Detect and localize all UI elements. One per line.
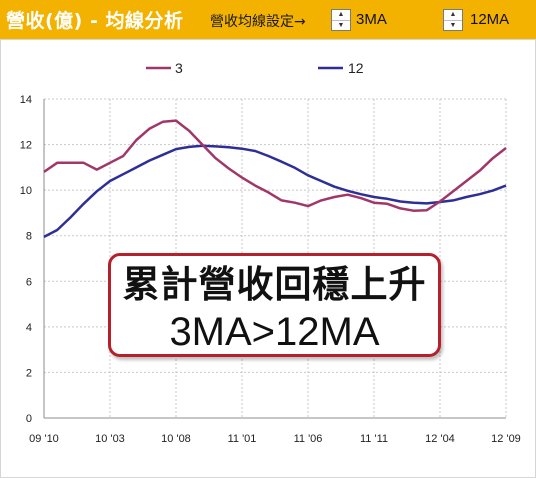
- callout-subline: 3MA>12MA: [169, 310, 380, 354]
- y-tick-label: 10: [20, 185, 32, 197]
- x-tick-label: 09 '10: [29, 433, 59, 445]
- x-tick-label: 12 '09: [491, 433, 521, 445]
- y-tick-label: 4: [26, 322, 32, 334]
- y-tick-label: 0: [26, 413, 32, 425]
- legend-label: 12: [348, 60, 364, 76]
- legend-label: 3: [175, 60, 183, 76]
- annotation-callout: 累計營收回穩上升 3MA>12MA: [108, 253, 441, 357]
- long-period-value: 12MA: [470, 11, 510, 28]
- spin-up-icon[interactable]: ▲: [337, 11, 345, 19]
- short-period-value: 3MA: [356, 11, 387, 28]
- y-tick-label: 14: [20, 94, 32, 106]
- short-period-spinner[interactable]: ▲ ▼: [331, 9, 351, 31]
- x-tick-label: 11 '01: [228, 433, 257, 445]
- page-title: 營收(億) - 均線分析: [6, 10, 184, 32]
- x-tick-label: 11 '06: [294, 433, 323, 445]
- y-tick-label: 8: [26, 231, 32, 243]
- x-tick-label: 10 '03: [95, 433, 125, 445]
- y-tick-label: 2: [26, 367, 32, 379]
- series-line-12: [43, 144, 507, 239]
- spin-up-icon[interactable]: ▲: [449, 11, 457, 19]
- spin-down-icon[interactable]: ▼: [332, 19, 350, 31]
- series-line-3: [43, 119, 507, 212]
- x-tick-label: 11 '11: [360, 433, 388, 445]
- x-tick-label: 10 '08: [161, 433, 191, 445]
- x-tick-label: 12 '04: [425, 433, 455, 445]
- spin-down-icon[interactable]: ▼: [444, 19, 462, 31]
- callout-headline: 累計營收回穩上升: [122, 263, 427, 306]
- long-period-spinner[interactable]: ▲ ▼: [443, 9, 463, 31]
- y-tick-label: 12: [20, 140, 32, 152]
- ma-setting-label: 營收均線設定→: [210, 14, 306, 30]
- y-tick-label: 6: [26, 276, 32, 288]
